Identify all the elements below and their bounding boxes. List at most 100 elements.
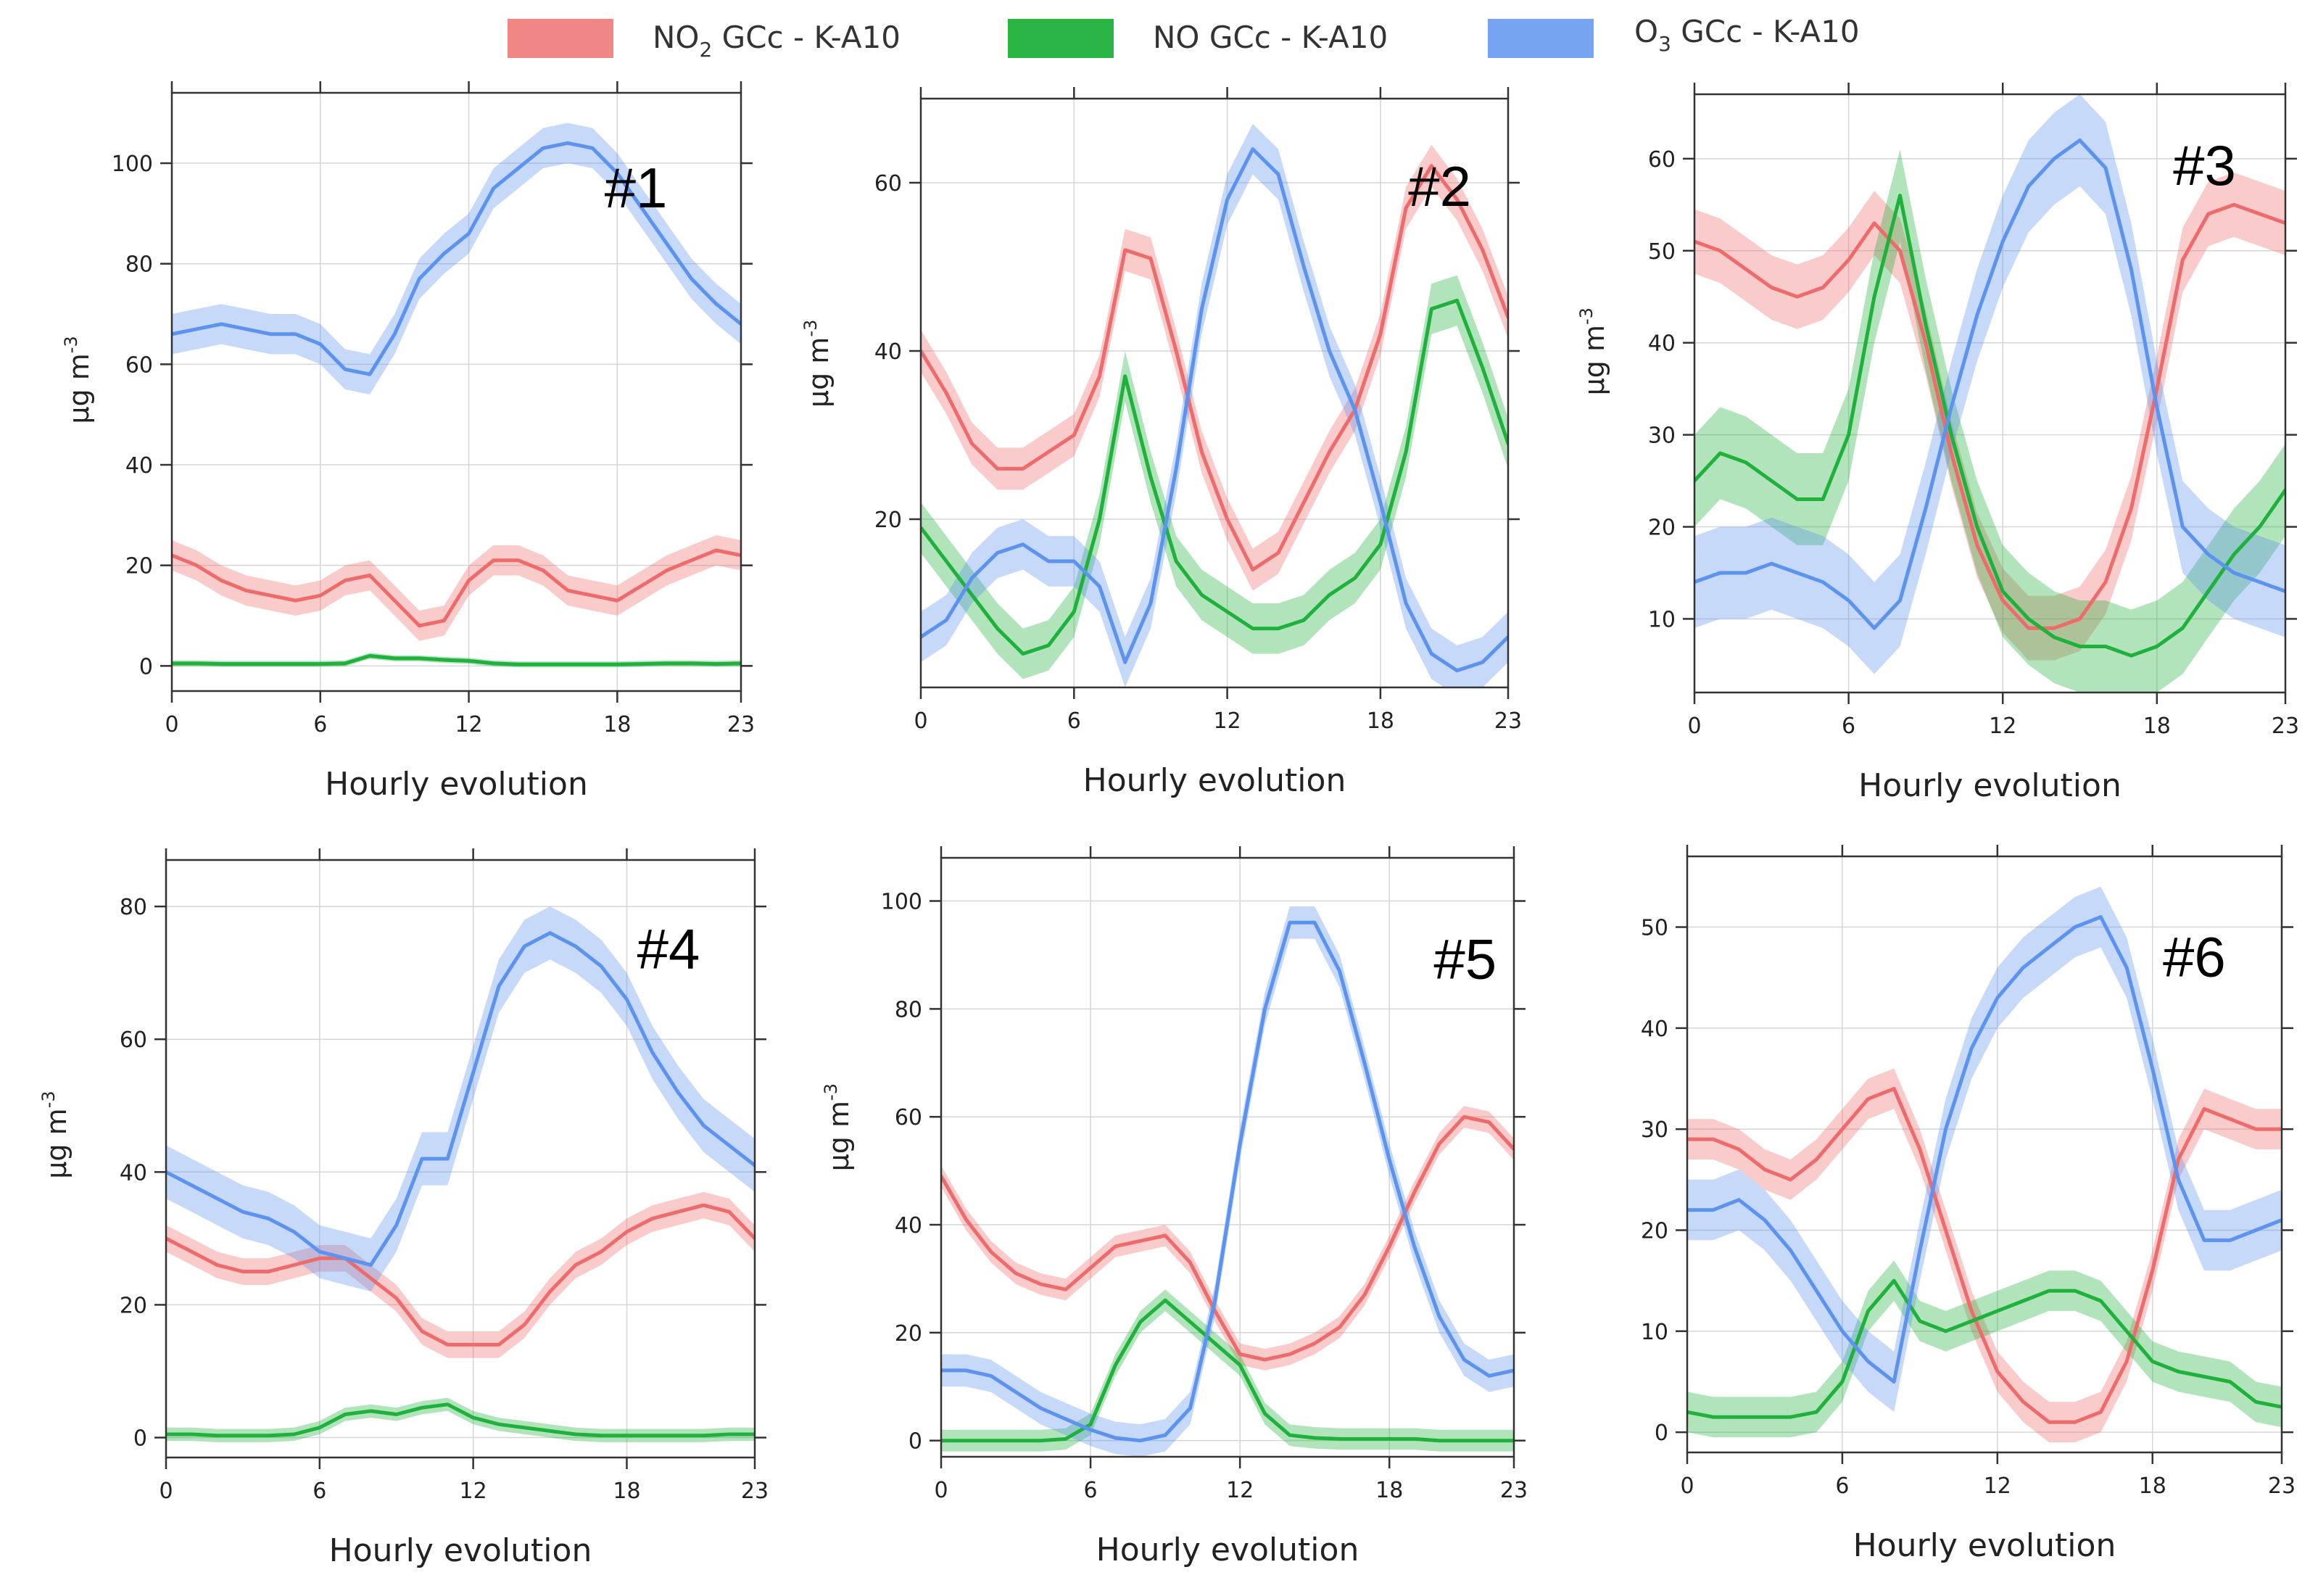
y-tick-label: 60 [125,352,153,378]
panel-tag: #1 [605,156,668,220]
x-tick-label: 23 [2268,1473,2296,1499]
y-tick-label: 20 [1641,1218,1668,1244]
confidence-band-o3 [1694,94,2285,674]
y-tick-label: 40 [874,339,902,365]
x-tick-label: 18 [613,1479,640,1504]
y-tick-label: 30 [1648,423,1676,449]
legend: NO2 GCc - K-A10 NO GCc - K-A10 O3 GCc - … [508,14,1860,62]
y-tick-label: 20 [120,1293,147,1318]
confidence-band-no2 [172,535,741,641]
x-tick-label: 0 [165,712,178,737]
y-tick-label: 40 [895,1213,922,1239]
y-tick-label: 0 [1655,1421,1668,1446]
x-tick-label: 23 [1494,708,1522,734]
plot-frame [165,859,756,1459]
x-axis-title: Hourly evolution [329,1532,592,1569]
panel-4: 0 6 12 18 23 0 20 40 60 80 Hourly evolution µg m-3 #… [38,848,769,1569]
legend-swatch-no [1008,19,1114,58]
series-line-o3 [166,931,755,1267]
series-line-no2 [1694,202,2285,630]
series-line-no [921,298,1508,656]
y-tick-label: 80 [120,895,147,920]
confidence-band-no [1687,1260,2282,1438]
legend-swatch-no2 [508,19,613,58]
y-tick-label: 50 [1648,239,1676,265]
plot-area [941,906,1514,1457]
x-axis-title: Hourly evolution [1858,767,2122,804]
confidence-band-no2 [1687,1068,2282,1443]
confidence-band-no [921,275,1508,679]
plot-frame [170,91,742,692]
panel-tag: #3 [2173,133,2236,197]
x-tick-label: 12 [1989,714,2016,739]
panel-5: 0 6 12 18 23 0 20 40 60 80 100 Hourly evolution µg m… [821,846,1528,1568]
x-tick-label: 0 [914,708,927,734]
y-tick-label: 80 [125,252,153,278]
x-axis-title: Hourly evolution [325,766,588,803]
series-line-no [1687,1278,2282,1419]
x-tick-label: 18 [603,712,631,737]
legend-swatch-o3 [1488,19,1594,58]
confidence-band-no [941,1289,1514,1452]
x-tick-label: 23 [2272,714,2299,739]
y-tick-label: 10 [1648,607,1676,632]
y-axis-title: µg m-3 [1576,307,1610,395]
plot-area [921,123,1508,687]
series-line-no [172,654,741,666]
y-tick-label: 60 [874,171,902,197]
x-tick-label: 18 [1367,708,1394,734]
y-tick-label: 30 [1641,1117,1668,1143]
x-tick-label: 0 [1680,1473,1694,1499]
panel-6: 0 6 12 18 23 0 10 20 30 40 50 Hourly evolution #6 [1641,845,2296,1564]
plot-frame [1686,855,2283,1454]
y-axis-title: µg m-3 [800,320,835,408]
y-tick-label: 40 [120,1160,147,1186]
series-line-no2 [172,548,741,628]
x-axis-title: Hourly evolution [1853,1527,2116,1564]
x-tick-label: 6 [1842,714,1855,739]
y-tick-label: 20 [1648,516,1676,541]
x-tick-label: 23 [727,712,755,737]
y-tick-label: 100 [112,152,153,177]
panel-2: 0 6 12 18 23 20 40 60 Hourly evolution µg m-3 #2 [800,87,1522,799]
series-line-no [941,1298,1514,1443]
y-tick-label: 20 [125,554,153,579]
y-tick-label: 0 [133,1426,147,1452]
panel-3: 0 6 12 18 23 10 20 30 40 50 60 Hourly evolution µg m… [1576,83,2299,804]
y-axis-title: µg m-3 [38,1091,73,1178]
x-tick-label: 0 [1687,714,1701,739]
x-tick-label: 6 [1067,708,1081,734]
series-line-no2 [921,164,1508,572]
y-tick-label: 40 [125,453,153,479]
plot-frame [919,97,1510,689]
series-line-no2 [1687,1086,2282,1424]
x-tick-label: 23 [741,1479,769,1504]
y-tick-label: 20 [895,1321,922,1347]
panel-tag: #4 [637,917,700,981]
confidence-band-o3 [1687,886,2282,1413]
confidence-band-o3 [921,123,1508,687]
confidence-band-no [1694,149,2285,692]
x-tick-label: 6 [1084,1478,1098,1503]
confidence-band-no2 [1694,172,2285,661]
series-line-no2 [941,1115,1514,1362]
confidence-band-o3 [941,906,1514,1457]
y-axis-title: µg m-3 [61,336,95,423]
y-tick-label: 100 [881,890,922,915]
series-line-no [1694,194,2285,658]
plot-area [166,906,755,1442]
x-tick-label: 23 [1500,1478,1528,1503]
x-tick-label: 12 [460,1479,487,1504]
x-axis-title: Hourly evolution [1096,1531,1359,1568]
plot-area [1694,94,2285,692]
x-tick-label: 0 [934,1478,948,1503]
confidence-band-o3 [172,123,741,394]
x-tick-label: 18 [2143,714,2171,739]
x-tick-label: 6 [312,1479,326,1504]
series-line-o3 [921,147,1508,673]
series-line-no2 [166,1203,755,1347]
confidence-band-no2 [941,1106,1514,1370]
y-tick-label: 20 [874,508,902,533]
